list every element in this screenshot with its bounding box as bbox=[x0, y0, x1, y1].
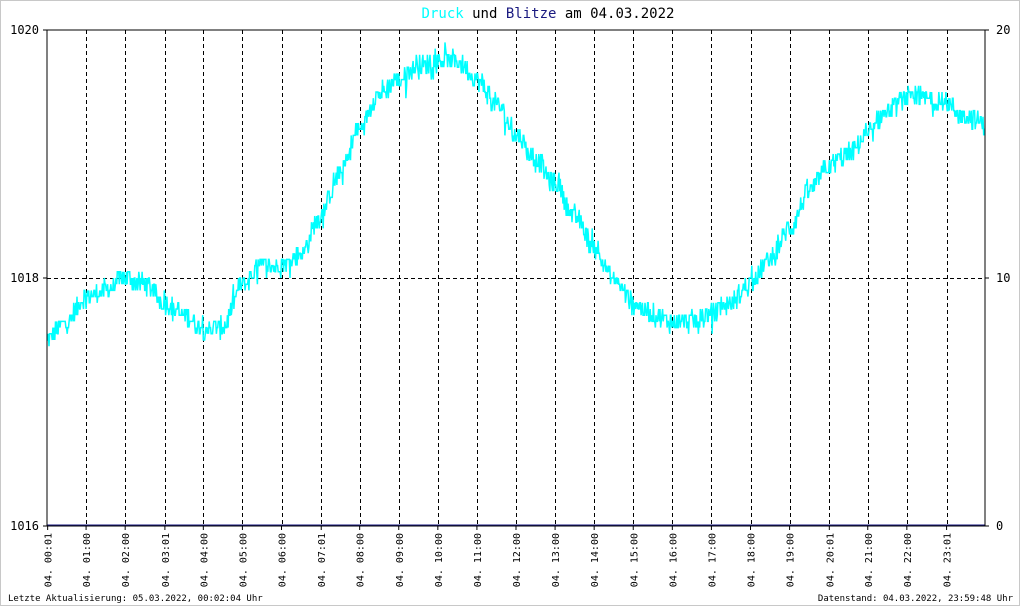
x-tick-label: 04. 14:00 bbox=[590, 533, 601, 587]
x-tick-label: 04. 06:00 bbox=[278, 533, 289, 587]
title-und: und bbox=[464, 6, 506, 22]
x-tick-label: 04. 03:01 bbox=[161, 533, 172, 587]
x-tick-label: 04. 13:00 bbox=[551, 533, 562, 587]
x-tick-label: 04. 15:00 bbox=[629, 533, 640, 587]
x-tick-label: 04. 22:00 bbox=[903, 533, 914, 587]
x-tick-label: 04. 12:00 bbox=[512, 533, 523, 587]
grid bbox=[47, 30, 985, 526]
x-tick-label: 04. 17:00 bbox=[707, 533, 718, 587]
x-tick-label: 04. 07:01 bbox=[317, 533, 328, 587]
x-tick-label: 04. 16:00 bbox=[668, 533, 679, 587]
x-tick-label: 04. 19:00 bbox=[786, 533, 797, 587]
druck-series-line bbox=[46, 42, 986, 347]
title-date: am 04.03.2022 bbox=[556, 6, 674, 22]
x-tick-label: 04. 01:00 bbox=[82, 533, 93, 587]
y-left-tick-label: 1018 bbox=[10, 271, 39, 285]
x-tick-label: 04. 09:00 bbox=[395, 533, 406, 587]
x-tick-label: 04. 02:00 bbox=[121, 533, 132, 587]
x-axis: 04. 00:01 04. 01:00 04. 02:00 04. 03:01 04. … bbox=[44, 526, 954, 587]
y-right-tick-label: 0 bbox=[996, 519, 1003, 533]
x-tick-label: 04. 00:01 bbox=[44, 533, 55, 587]
x-tick-label: 04. 21:00 bbox=[864, 533, 875, 587]
y-left-tick-label: 1020 bbox=[10, 23, 39, 37]
x-tick-label: 04. 05:00 bbox=[238, 533, 249, 587]
y-right-tick-label: 20 bbox=[996, 23, 1010, 37]
footer-last-update: Letzte Aktualisierung: 05.03.2022, 00:02… bbox=[8, 594, 263, 604]
title-blitze: Blitze bbox=[506, 6, 557, 22]
x-tick-label: 04. 04:00 bbox=[199, 533, 210, 587]
y-left-tick-label: 1016 bbox=[10, 519, 39, 533]
y-axis-left: 1016 1018 1020 bbox=[10, 23, 47, 533]
y-axis-right: 0 10 20 bbox=[985, 23, 1010, 533]
title-druck: Druck bbox=[422, 6, 465, 22]
x-tick-label: 04. 20:01 bbox=[825, 533, 836, 587]
x-tick-label: 04. 08:00 bbox=[356, 533, 367, 587]
x-tick-label: 04. 10:00 bbox=[434, 533, 445, 587]
x-tick-label: 04. 23:01 bbox=[943, 533, 954, 587]
y-right-tick-label: 10 bbox=[996, 271, 1010, 285]
footer-data-status: Datenstand: 04.03.2022, 23:59:48 Uhr bbox=[818, 594, 1014, 604]
chart-title: Druck und Blitze am 04.03.2022 bbox=[422, 6, 675, 22]
x-tick-label: 04. 11:00 bbox=[473, 533, 484, 587]
x-tick-label: 04. 18:00 bbox=[747, 533, 758, 587]
